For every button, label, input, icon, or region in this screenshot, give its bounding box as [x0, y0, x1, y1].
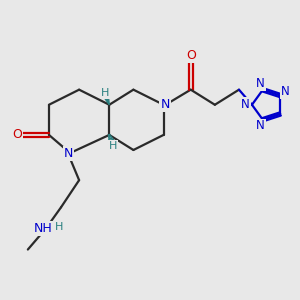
Text: N: N — [160, 98, 170, 111]
Text: N: N — [256, 119, 265, 133]
Text: NH: NH — [34, 222, 53, 235]
Text: H: H — [109, 141, 117, 152]
Text: O: O — [186, 49, 196, 62]
Text: N: N — [64, 146, 73, 160]
Text: H: H — [100, 88, 109, 98]
Polygon shape — [103, 94, 109, 105]
Text: N: N — [256, 77, 265, 90]
Text: N: N — [281, 85, 290, 98]
Text: H: H — [54, 222, 63, 232]
Text: O: O — [12, 128, 22, 141]
Text: N: N — [241, 98, 250, 111]
